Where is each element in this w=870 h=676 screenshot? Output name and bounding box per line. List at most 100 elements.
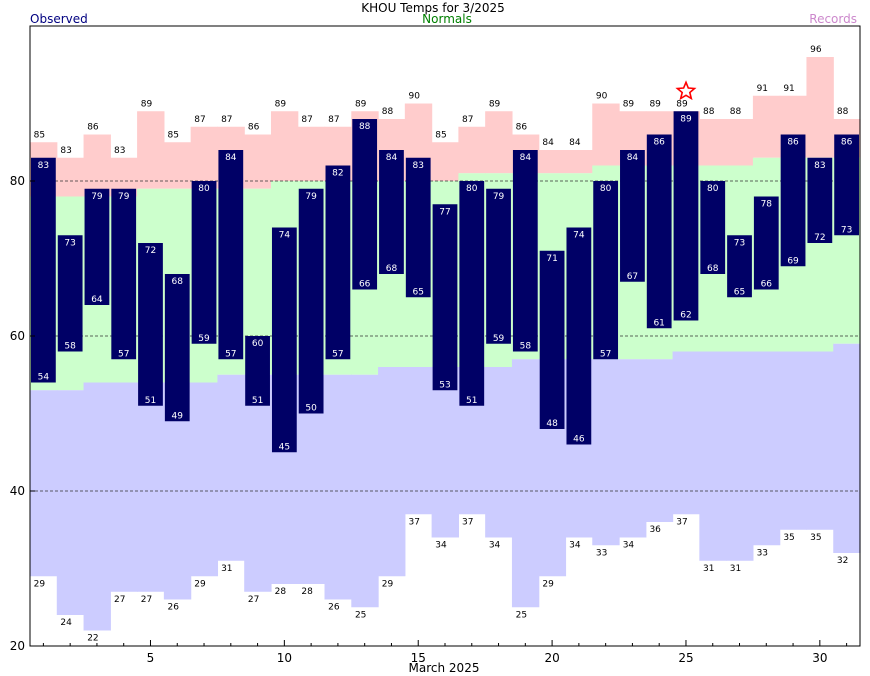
observed-low-label: 57: [332, 349, 343, 359]
record-high-label: 88: [730, 107, 742, 117]
record-low-band: [110, 382, 138, 592]
record-high-label: 88: [837, 107, 849, 117]
observed-high-label: 77: [439, 207, 450, 217]
y-tick-label: 40: [10, 484, 25, 498]
observed-bar: [245, 336, 270, 406]
observed-low-label: 61: [653, 318, 664, 328]
record-high-band: [485, 111, 513, 174]
record-high-band: [726, 119, 754, 166]
observed-bar: [566, 227, 592, 445]
record-low-label: 29: [382, 579, 394, 589]
observed-bar: [593, 181, 619, 360]
record-low-band: [217, 374, 245, 561]
observed-low-label: 51: [466, 396, 477, 406]
record-high-band: [565, 150, 593, 174]
observed-high-label: 84: [520, 153, 532, 163]
record-low-label: 29: [34, 579, 46, 589]
record-low-label: 33: [757, 548, 768, 558]
record-low-band: [672, 351, 700, 515]
record-high-band: [752, 95, 781, 158]
record-low-band: [752, 351, 781, 546]
data-labels: 83 54 85 29 73 58 83 24 79 64 86 22 79 57 83 27 72 51 89 27…: [34, 45, 853, 644]
observed-low-label: 50: [305, 404, 317, 414]
observed-high-label: 80: [600, 184, 612, 194]
observed-bar: [673, 111, 699, 321]
observed-low-label: 45: [279, 442, 290, 452]
record-high-label: 84: [542, 138, 554, 148]
record-high-label: 89: [275, 99, 287, 109]
observed-low-label: 67: [627, 272, 638, 282]
record-high-label: 85: [168, 130, 179, 140]
observed-high-label: 83: [814, 161, 825, 171]
x-tick-label: 5: [147, 651, 155, 665]
observed-low-label: 72: [814, 233, 825, 243]
observed-low-label: 66: [359, 280, 371, 290]
observed-high-label: 72: [145, 246, 156, 256]
observed-low-label: 69: [787, 256, 799, 266]
observed-bar: [727, 235, 752, 298]
record-high-label: 86: [516, 123, 528, 133]
record-high-label: 89: [649, 99, 661, 109]
legend-records: Records: [809, 12, 857, 26]
observed-low-label: 59: [493, 334, 505, 344]
record-low-label: 35: [783, 533, 794, 543]
record-low-band: [619, 359, 647, 538]
record-low-band: [699, 351, 727, 561]
observed-low-label: 57: [225, 349, 236, 359]
observed-low-label: 65: [734, 287, 745, 297]
record-star-icon: [675, 80, 697, 101]
record-low-label: 29: [194, 579, 206, 589]
axes: 20 40 60 80 5 10 15 20 25 30: [10, 25, 861, 665]
record-low-band: [56, 390, 85, 615]
observed-high-label: 79: [91, 192, 103, 202]
record-low-label: 31: [703, 564, 714, 574]
record-low-label: 34: [489, 541, 501, 551]
record-high-label: 87: [462, 115, 473, 125]
record-high-label: 87: [194, 115, 205, 125]
record-high-label: 91: [757, 84, 768, 94]
observed-low-label: 62: [680, 311, 691, 321]
observed-low-label: 49: [172, 411, 184, 421]
record-low-label: 31: [221, 564, 232, 574]
observed-low-label: 59: [198, 334, 210, 344]
record-high-label: 87: [221, 115, 232, 125]
observed-high-label: 74: [573, 231, 585, 241]
observed-low-label: 57: [118, 349, 129, 359]
observed-low-label: 58: [64, 342, 76, 352]
record-low-band: [378, 367, 406, 577]
y-tick-label: 80: [10, 174, 25, 188]
record-high-label: 89: [141, 99, 153, 109]
record-high-label: 86: [248, 123, 260, 133]
record-low-label: 28: [301, 587, 313, 597]
record-high-label: 90: [408, 92, 420, 102]
observed-high-label: 73: [64, 238, 75, 248]
record-high-label: 96: [810, 45, 822, 55]
record-low-label: 27: [141, 595, 152, 605]
x-tick-label: 20: [544, 651, 559, 665]
record-low-label: 28: [275, 587, 287, 597]
observed-bar: [191, 181, 217, 344]
observed-bar: [646, 134, 672, 329]
record-high-band: [83, 134, 111, 197]
observed-low-label: 53: [439, 380, 450, 390]
observed-bar: [753, 196, 779, 290]
record-low-band: [324, 374, 352, 600]
observed-high-label: 86: [653, 138, 665, 148]
record-low-label: 32: [837, 556, 848, 566]
observed-low-label: 51: [145, 396, 156, 406]
observed-low-label: 64: [91, 295, 103, 305]
observed-bar: [111, 188, 137, 360]
record-high-label: 84: [569, 138, 581, 148]
record-high-band: [163, 142, 192, 189]
record-high-label: 83: [114, 146, 125, 156]
record-high-band: [244, 134, 272, 189]
record-low-label: 29: [542, 579, 554, 589]
record-high-label: 88: [382, 107, 394, 117]
observed-high-label: 80: [707, 184, 719, 194]
observed-high-label: 83: [38, 161, 49, 171]
record-high-label: 86: [87, 123, 99, 133]
observed-low-label: 65: [412, 287, 423, 297]
observed-high-label: 84: [386, 153, 398, 163]
observed-bar: [459, 181, 485, 406]
record-low-label: 27: [114, 595, 125, 605]
